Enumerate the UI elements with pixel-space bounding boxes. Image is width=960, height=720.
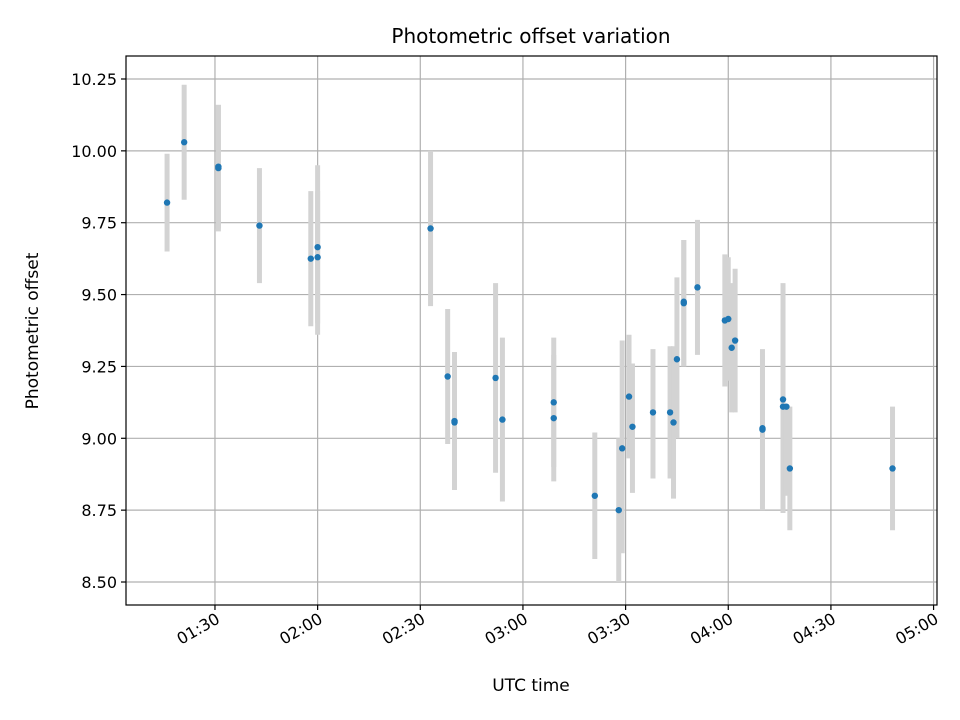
data-point [180,139,188,146]
data-point [451,419,458,426]
y-tick-label: 8.50 [81,573,117,592]
data-point [670,419,677,426]
data-point [731,337,739,344]
y-tick-label: 10.25 [71,70,117,89]
data-point [694,284,701,291]
data-point [779,396,787,403]
grid-lines [126,56,937,605]
plot-frame [125,55,938,606]
data-point [673,356,681,363]
data-point [666,409,674,416]
x-tick-label: 02:30 [379,609,428,649]
data-point [728,344,735,351]
data-point [499,416,506,423]
data-point [759,425,766,432]
x-tick-label: 01:30 [174,609,223,649]
x-tick-label: 04:00 [687,609,736,649]
data-point [786,465,794,472]
data-point [615,506,622,514]
x-tick-label: 03:30 [584,609,633,649]
data-point [256,222,263,229]
data-point [550,399,557,406]
x-tick-label: 03:00 [482,609,531,649]
data-point [215,164,222,172]
data-point [492,374,499,382]
data-point [629,423,636,430]
data-point [307,255,314,262]
data-point [680,299,687,307]
data-point [625,393,633,400]
data-point [163,199,171,206]
y-tick-label: 9.75 [81,214,117,233]
data-point [591,492,599,499]
data-point [649,409,657,416]
data-points [163,139,896,514]
y-axis-label: Photometric offset [23,252,43,409]
data-point [550,414,557,422]
x-axis-label: UTC time [492,676,570,696]
y-tick-label: 9.50 [81,286,117,305]
error-bars [164,84,896,583]
data-point [889,465,896,472]
data-point [725,315,732,323]
data-point [314,254,321,261]
data-point [314,243,321,251]
data-point [618,445,626,452]
y-tick-label: 10.00 [71,142,117,161]
x-tick-label: 05:00 [892,609,941,649]
data-point [444,373,451,380]
data-point [783,403,790,410]
x-tick-label: 02:00 [276,609,325,649]
data-point [427,225,434,232]
chart-title: Photometric offset variation [391,24,670,48]
y-tick-label: 9.25 [81,357,117,376]
y-tick-label: 9.00 [81,429,117,448]
y-tick-label: 8.75 [81,501,117,520]
axis-ticks: 01:30 02:00 02:30 03:00 03:30 04:00 04:30 05:00… [71,70,941,649]
x-tick-label: 04:30 [789,609,838,649]
